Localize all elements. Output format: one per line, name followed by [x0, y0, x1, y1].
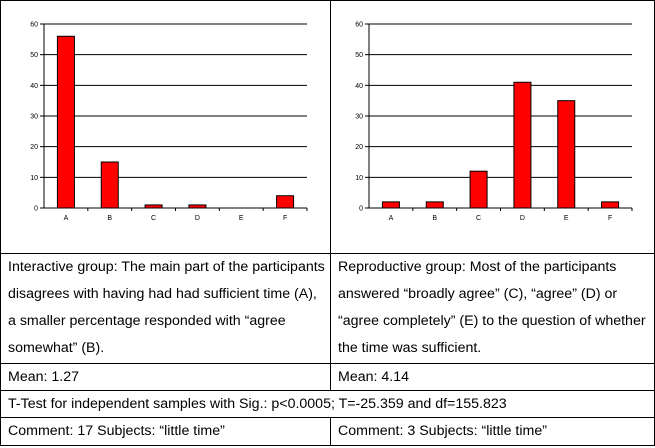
reproductive-group-chart: 0 10 20 30 40 50 60 A B C D E F [355, 22, 633, 222]
x-tick-label: A [64, 215, 69, 222]
bar-c [144, 204, 163, 209]
comment-row: Comment: 17 Subjects: “little time” Comm… [0, 417, 655, 446]
interactive-group-chart: 0 10 20 30 40 50 60 A B C D E F [30, 22, 308, 222]
bar-c [469, 170, 488, 209]
mean-row: Mean: 1.27 Mean: 4.14 [0, 363, 655, 391]
bar-b [100, 161, 119, 209]
bar-a [56, 35, 75, 209]
x-tick-label: C [151, 215, 156, 222]
y-tick-label: 0 [34, 206, 38, 213]
reproductive-mean: Mean: 4.14 [330, 363, 655, 391]
bar-d [513, 81, 532, 209]
interactive-mean: Mean: 1.27 [0, 363, 331, 391]
reproductive-comment: Comment: 3 Subjects: “little time” [330, 417, 655, 446]
y-tick-label: 60 [30, 22, 38, 29]
bar-f [601, 201, 620, 209]
x-tick-label: E [239, 215, 244, 222]
y-tick-label: 30 [355, 114, 363, 121]
x-tick-label: A [389, 215, 394, 222]
bar-e [557, 100, 576, 209]
x-tick-label: D [520, 215, 525, 222]
x-tick-label: D [195, 215, 200, 222]
x-tick-label: E [564, 215, 569, 222]
y-tick-label: 40 [30, 83, 38, 90]
y-tick-label: 40 [355, 83, 363, 90]
chart-row: 0 10 20 30 40 50 60 A B C D E F 0 10 20 30 40 50 60 A B C D E F [0, 0, 655, 254]
ttest-row: T-Test for independent samples with Sig.… [0, 390, 655, 418]
y-tick-label: 30 [30, 114, 38, 121]
y-tick-label: 10 [30, 175, 38, 182]
y-tick-label: 0 [359, 206, 363, 213]
interactive-comment: Comment: 17 Subjects: “little time” [0, 417, 331, 446]
bar-d [188, 204, 207, 209]
bar-b [425, 201, 444, 209]
interactive-chart-cell: 0 10 20 30 40 50 60 A B C D E F [0, 0, 331, 254]
x-tick-label: B [432, 215, 437, 222]
y-tick-label: 50 [30, 52, 38, 59]
y-tick-label: 60 [355, 22, 363, 29]
x-tick-label: B [107, 215, 112, 222]
x-tick-label: C [476, 215, 481, 222]
reproductive-description: Reproductive group: Most of the particip… [330, 253, 655, 364]
x-tick-label: F [283, 215, 287, 222]
y-tick-label: 20 [355, 144, 363, 151]
y-tick-label: 50 [355, 52, 363, 59]
interactive-description: Interactive group: The main part of the … [0, 253, 331, 364]
description-row: Interactive group: The main part of the … [0, 253, 655, 364]
bar-f [276, 195, 295, 209]
y-tick-label: 10 [355, 175, 363, 182]
bar-a [381, 201, 400, 209]
y-tick-label: 20 [30, 144, 38, 151]
reproductive-chart-cell: 0 10 20 30 40 50 60 A B C D E F [330, 0, 655, 254]
x-tick-label: F [608, 215, 612, 222]
ttest-result: T-Test for independent samples with Sig.… [0, 390, 655, 418]
